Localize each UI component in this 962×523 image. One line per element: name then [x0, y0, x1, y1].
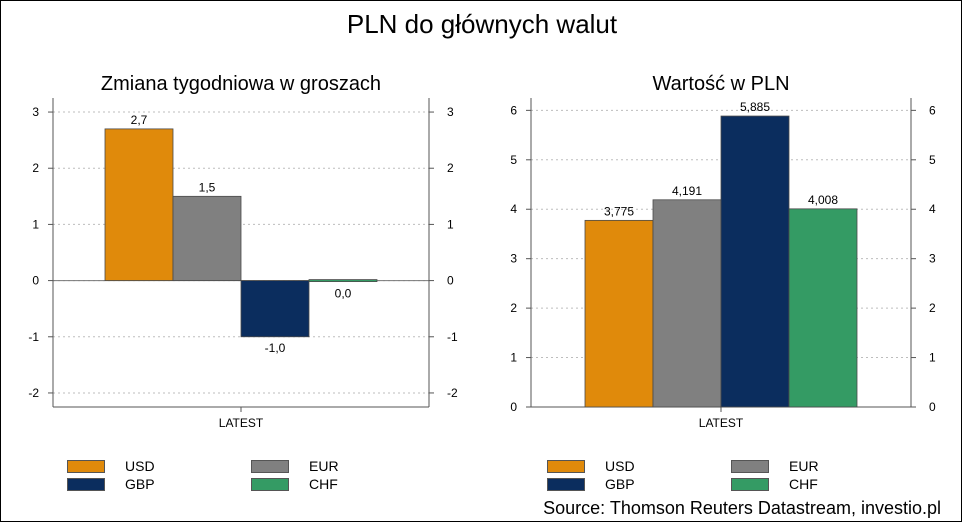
right-y-tick-label-left: 1 — [510, 351, 517, 365]
right-data-label-usd: 3,775 — [604, 204, 634, 218]
left-y-tick-label-right: -2 — [447, 386, 458, 400]
right-y-tick-label-right: 6 — [929, 103, 936, 117]
legend-label-gbp: GBP — [125, 476, 155, 492]
legend-label-gbp: GBP — [605, 476, 635, 492]
right-y-tick-label-right: 0 — [929, 400, 936, 414]
right-bar-chf — [788, 208, 858, 408]
left-y-tick-label-left: 0 — [32, 274, 39, 288]
right-y-tick-label-left: 0 — [510, 400, 517, 414]
legend-label-usd: USD — [605, 458, 635, 474]
left-y-tick-label-left: -2 — [28, 386, 39, 400]
right-chart-title: Wartość w PLN — [652, 73, 790, 95]
left-y-tick-label-right: 0 — [447, 274, 454, 288]
right-y-tick-label-right: 3 — [929, 252, 936, 266]
legend-label-eur: EUR — [789, 458, 819, 474]
legend-label-chf: CHF — [789, 476, 818, 492]
left-data-label-usd: 2,7 — [131, 113, 148, 127]
left-y-tick-label-right: 1 — [447, 217, 454, 231]
left-data-label-gbp: -1,0 — [265, 341, 286, 355]
right-data-label-chf: 4,008 — [808, 193, 838, 207]
left-bar-gbp — [240, 280, 310, 338]
legend-swatch-usd — [67, 460, 105, 473]
left-chart-title: Zmiana tygodniowa w groszach — [100, 73, 382, 95]
right-y-tick-label-left: 5 — [510, 153, 517, 167]
right-y-tick-label-left: 3 — [510, 252, 517, 266]
right-y-tick-label-right: 4 — [929, 202, 936, 216]
left-data-label-eur: 1,5 — [199, 180, 216, 194]
right-category-label: LATEST — [699, 416, 744, 430]
right-y-tick-label-right: 1 — [929, 351, 936, 365]
left-y-tick-label-left: 2 — [32, 161, 39, 175]
legend-swatch-chf — [731, 478, 769, 491]
legend-swatch-eur — [731, 460, 769, 473]
right-y-tick-label-right: 2 — [929, 301, 936, 315]
legend-swatch-gbp — [67, 478, 105, 491]
left-y-tick-label-right: 2 — [447, 161, 454, 175]
page-title: PLN do głównych walut — [346, 9, 618, 39]
source-note: Source: Thomson Reuters Datastream, inve… — [543, 498, 941, 518]
legend-label-usd: USD — [125, 458, 155, 474]
right-bar-eur — [652, 199, 722, 408]
legend-swatch-gbp — [547, 478, 585, 491]
left-y-tick-label-left: 3 — [32, 105, 39, 119]
right-data-label-eur: 4,191 — [672, 184, 702, 198]
legend-label-eur: EUR — [309, 458, 339, 474]
legend-swatch-usd — [547, 460, 585, 473]
left-y-tick-label-right: 3 — [447, 105, 454, 119]
left-y-tick-label-left: 1 — [32, 217, 39, 231]
right-data-label-gbp: 5,885 — [740, 100, 770, 114]
legend-swatch-chf — [251, 478, 289, 491]
right-y-tick-label-left: 6 — [510, 103, 517, 117]
legend-label-chf: CHF — [309, 476, 338, 492]
legend-swatch-eur — [251, 460, 289, 473]
left-bar-eur — [172, 195, 242, 281]
right-y-tick-label-left: 4 — [510, 202, 517, 216]
left-category-label: LATEST — [219, 416, 264, 430]
left-y-tick-label-left: -1 — [28, 330, 39, 344]
left-data-label-chf: 0,0 — [335, 287, 352, 301]
right-y-tick-label-right: 5 — [929, 153, 936, 167]
left-bar-usd — [104, 128, 174, 281]
right-bar-usd — [584, 219, 654, 408]
right-bar-gbp — [720, 115, 790, 408]
right-y-tick-label-left: 2 — [510, 301, 517, 315]
left-bar-chf — [308, 279, 378, 282]
left-y-tick-label-right: -1 — [447, 330, 458, 344]
